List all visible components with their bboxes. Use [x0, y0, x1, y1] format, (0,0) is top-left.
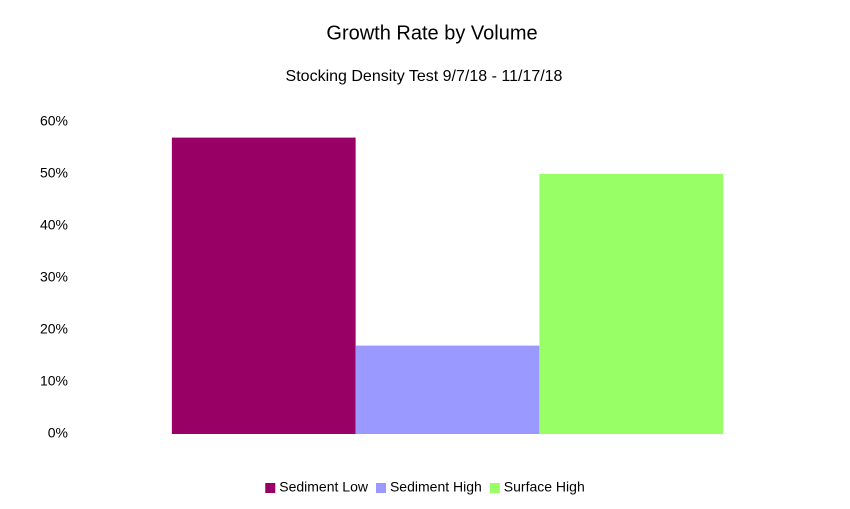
y-tick-label: 20% [40, 321, 68, 337]
y-tick-label: 0% [48, 425, 68, 441]
y-tick-label: 60% [40, 113, 68, 129]
bar [171, 137, 356, 434]
chart-subtitle: Stocking Density Test 9/7/18 - 11/17/18 [286, 68, 563, 85]
legend-swatch [375, 483, 386, 493]
bar [539, 174, 724, 434]
y-tick-label: 40% [40, 217, 68, 233]
y-tick-label: 50% [40, 165, 68, 181]
legend-swatch [489, 483, 500, 493]
legend-label: Sediment Low [279, 479, 369, 495]
legend-label: Sediment High [390, 479, 482, 495]
legend-label: Surface High [504, 479, 585, 495]
y-tick-label: 10% [40, 373, 68, 389]
legend-swatch [265, 483, 276, 493]
y-tick-label: 30% [40, 269, 68, 285]
chart-title: Growth Rate by Volume [326, 22, 537, 44]
bar [355, 345, 540, 434]
